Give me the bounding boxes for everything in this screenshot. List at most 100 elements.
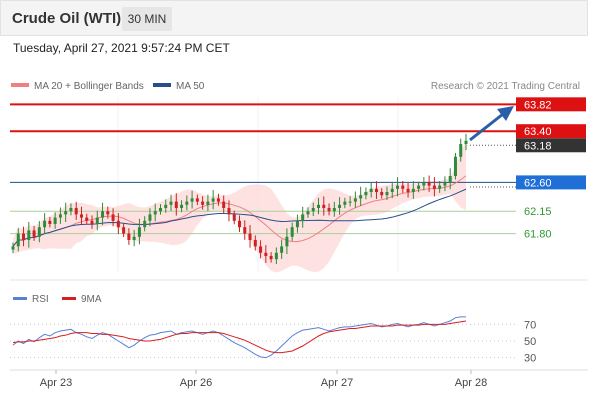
x-tick-label: Apr 27 bbox=[321, 377, 353, 389]
candle-body bbox=[238, 220, 241, 228]
candle-body bbox=[264, 252, 268, 256]
candle-body bbox=[22, 233, 26, 240]
rsi-tick-label: 50 bbox=[524, 336, 536, 348]
candle-body bbox=[280, 246, 284, 253]
candle-body bbox=[306, 211, 310, 215]
candle-body bbox=[411, 188, 415, 192]
candle-body bbox=[443, 182, 447, 186]
candle-body bbox=[327, 208, 331, 212]
candle-body bbox=[148, 214, 152, 221]
pivot-label: 62.60 bbox=[524, 177, 552, 189]
candle-body bbox=[37, 227, 41, 237]
candle-body bbox=[90, 220, 94, 224]
projection-arrow-head bbox=[497, 106, 514, 121]
ma50-line bbox=[12, 188, 467, 247]
x-tick-label: Apr 28 bbox=[455, 377, 487, 389]
candle-body bbox=[11, 246, 15, 250]
x-tick-label: Apr 26 bbox=[180, 377, 212, 389]
candle-body bbox=[43, 220, 47, 228]
resistance-label-box bbox=[516, 97, 586, 112]
candle-body bbox=[295, 220, 299, 228]
ma9-legend-label: 9MA bbox=[81, 294, 102, 305]
candle-body bbox=[417, 185, 421, 189]
candle-body bbox=[137, 227, 141, 237]
moving-averages bbox=[12, 175, 467, 247]
candle-body bbox=[180, 204, 184, 208]
candle-body bbox=[116, 220, 120, 228]
candle-body bbox=[122, 227, 126, 234]
candle-body bbox=[317, 204, 321, 208]
candle-body bbox=[143, 220, 147, 228]
credit-text: Research © 2021 Trading Central bbox=[431, 81, 580, 92]
candle-body bbox=[174, 201, 178, 208]
candle-body bbox=[290, 227, 294, 237]
support-label: 62.15 bbox=[524, 206, 552, 218]
candle-body bbox=[359, 195, 363, 199]
candle-body bbox=[348, 201, 352, 203]
candle-body bbox=[353, 198, 357, 202]
candle-body bbox=[132, 236, 136, 240]
candle-body bbox=[79, 214, 83, 218]
support-label: 61.80 bbox=[524, 229, 552, 241]
candle-body bbox=[253, 240, 257, 247]
candle-body bbox=[438, 185, 442, 189]
candle-body bbox=[464, 140, 468, 144]
projection-arrow-shaft bbox=[469, 112, 504, 142]
candle-body bbox=[396, 185, 400, 189]
candle-body bbox=[69, 208, 73, 212]
candle-body bbox=[190, 198, 194, 202]
candle-body bbox=[32, 230, 36, 237]
resistance-label-box bbox=[516, 124, 586, 139]
candle-body bbox=[274, 252, 278, 260]
candle-body bbox=[185, 201, 189, 205]
candle-body bbox=[248, 233, 252, 240]
candle-body bbox=[385, 192, 389, 196]
candle-body bbox=[216, 198, 220, 202]
timeframe-button[interactable]: 30 MIN bbox=[122, 7, 172, 31]
candle-body bbox=[95, 217, 99, 224]
candle-body bbox=[448, 176, 452, 183]
last-price-label: 63.18 bbox=[524, 140, 552, 152]
candle-body bbox=[158, 208, 162, 212]
resistance-label: 63.82 bbox=[524, 99, 552, 111]
candle-body bbox=[111, 214, 115, 221]
candle-body bbox=[127, 233, 131, 240]
candle-body bbox=[322, 204, 326, 208]
candle-body bbox=[269, 256, 273, 260]
chart-header: Crude Oil (WTI) 30 MIN bbox=[0, 0, 588, 36]
candle-body bbox=[259, 246, 263, 253]
candle-body bbox=[311, 208, 315, 212]
candle-body bbox=[211, 198, 215, 202]
candle-body bbox=[48, 220, 52, 224]
candle-body bbox=[401, 185, 405, 189]
ma50-legend-swatch bbox=[153, 83, 171, 87]
instrument-title: Crude Oil (WTI) bbox=[12, 10, 122, 27]
candle-body bbox=[74, 208, 78, 215]
candle-body bbox=[201, 201, 205, 205]
candle-body bbox=[390, 188, 394, 192]
candle-body bbox=[459, 144, 463, 157]
candle-body bbox=[169, 201, 173, 205]
ma50-legend-label: MA 50 bbox=[176, 81, 205, 92]
candle-body bbox=[164, 204, 168, 208]
ma9-legend-swatch bbox=[62, 297, 76, 300]
candle-body bbox=[453, 156, 457, 176]
candle-body bbox=[301, 214, 305, 221]
candle-body bbox=[369, 188, 373, 192]
x-tick-label: Apr 23 bbox=[40, 377, 72, 389]
candle-body bbox=[332, 208, 336, 212]
annotations: 63.18 bbox=[469, 106, 586, 188]
candle-body bbox=[232, 214, 236, 221]
candle-body bbox=[364, 192, 368, 196]
candle-body bbox=[222, 201, 226, 208]
candle-body bbox=[16, 233, 20, 247]
candle-body bbox=[106, 211, 110, 215]
pivot-label-box bbox=[516, 175, 586, 190]
candle-body bbox=[380, 192, 384, 196]
rsi-ma9-line bbox=[12, 320, 467, 354]
candle-body bbox=[432, 185, 436, 189]
candle-body bbox=[422, 182, 426, 186]
candle-body bbox=[374, 188, 378, 192]
candle-body bbox=[343, 201, 347, 205]
candle-body bbox=[101, 211, 105, 218]
